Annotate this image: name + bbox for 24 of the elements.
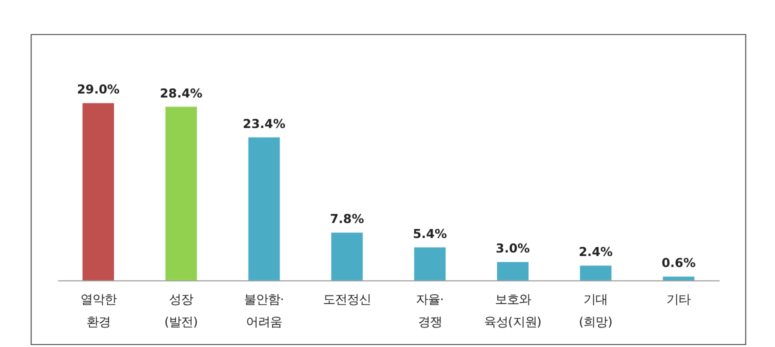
x-tick-label: 불안함· 어려움 — [244, 292, 284, 330]
bar — [165, 106, 197, 280]
bar — [497, 262, 529, 280]
data-label: 2.4% — [578, 245, 613, 260]
data-label: 0.6% — [662, 256, 696, 270]
data-label: 3.0% — [496, 242, 530, 256]
bar — [414, 247, 446, 280]
bar — [248, 137, 280, 280]
x-tick-label: 열악한 환경 — [80, 292, 116, 330]
data-label: 5.4% — [412, 226, 447, 241]
bar — [82, 103, 114, 280]
x-tick-label: 성장 (발전) — [164, 292, 198, 330]
data-label: 23.4% — [242, 116, 286, 131]
x-tick-label: 보호와 육성(지원) — [484, 292, 542, 330]
x-tick-label: 기타 — [666, 292, 691, 306]
x-tick-label: 도전정신 — [322, 292, 371, 306]
x-tick-label: 자율· 경쟁 — [416, 292, 444, 330]
data-label: 7.8% — [330, 212, 364, 226]
bar — [662, 276, 694, 280]
bar — [331, 232, 363, 280]
x-tick-label: 기대 (희망) — [578, 292, 612, 330]
data-label: 28.4% — [160, 86, 202, 100]
data-label: 29.0% — [76, 82, 120, 97]
bar — [580, 266, 612, 280]
